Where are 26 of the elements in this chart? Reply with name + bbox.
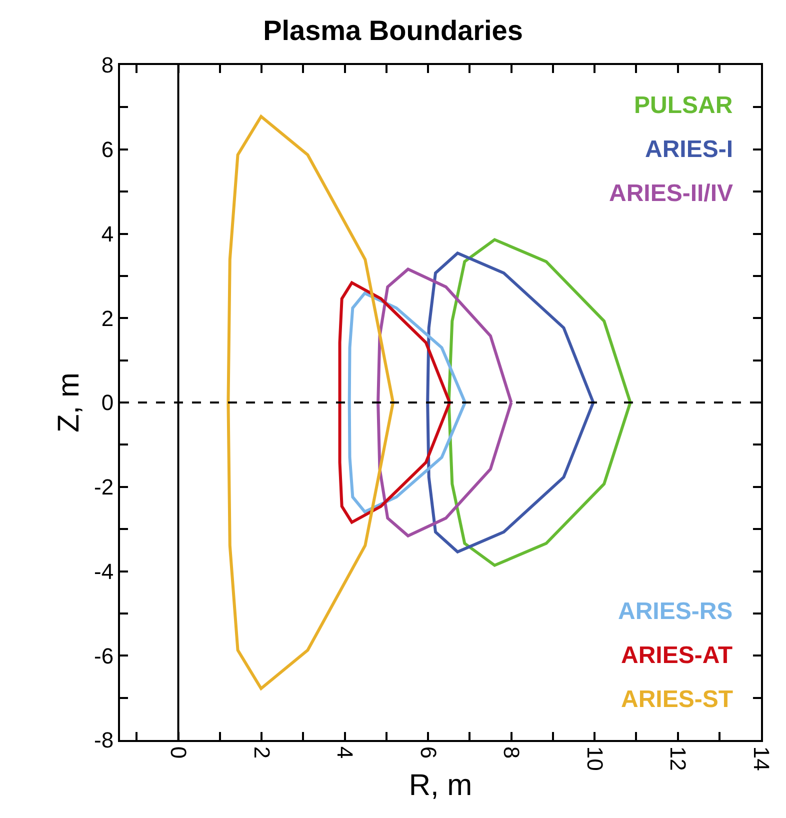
- x-tick-label: 12: [666, 746, 691, 771]
- x-tick-label: 6: [416, 746, 441, 759]
- y-tick-label: 6: [101, 137, 114, 162]
- text: PULSAR: [634, 92, 733, 119]
- text: ARIES-RS: [618, 598, 733, 625]
- text: ARIES-I: [645, 136, 734, 163]
- x-tick-label: 14: [748, 746, 774, 771]
- y-tick-label: -2: [94, 474, 114, 500]
- x-tick-label: 0: [166, 746, 192, 759]
- chart-title: Plasma Boundaries: [263, 15, 523, 46]
- y-tick-label: -4: [94, 558, 114, 584]
- text: ARIES-ST: [621, 686, 734, 713]
- x-tick-label: 8: [499, 746, 524, 759]
- text: ARIES-AT: [621, 642, 733, 669]
- y-tick-label: -6: [94, 643, 114, 668]
- y-tick-label: 8: [101, 52, 114, 78]
- x-tick-label: 10: [582, 746, 608, 771]
- y-axis-title: Z, m: [52, 372, 86, 432]
- x-tick-label: 2: [249, 746, 274, 759]
- y-tick-label: 2: [101, 306, 114, 331]
- x-tick-label: 4: [332, 746, 358, 759]
- y-tick-label: 0: [101, 390, 114, 416]
- text: ARIES-II/IV: [609, 180, 734, 207]
- y-tick-label: -8: [94, 728, 114, 753]
- y-tick-label: 4: [101, 221, 114, 246]
- x-axis-title: R, m: [408, 768, 472, 802]
